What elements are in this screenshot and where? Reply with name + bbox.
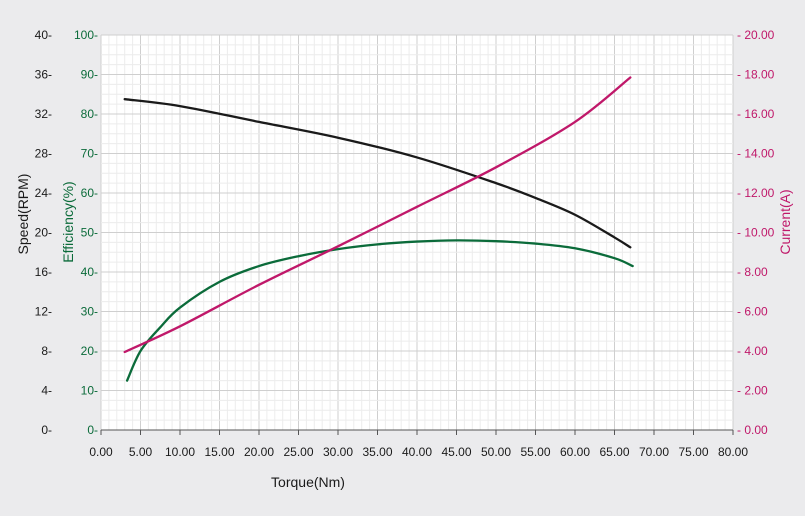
current-tick-label: - 10.00 — [737, 226, 775, 240]
x-tick-label: 65.00 — [599, 445, 629, 459]
x-tick-label: 75.00 — [678, 445, 708, 459]
speed-tick-label: 12- — [35, 305, 52, 319]
speed-tick-label: 40- — [35, 28, 52, 42]
grid — [100, 34, 734, 431]
current-tick-label: - 20.00 — [737, 28, 775, 42]
speed-tick-label: 32- — [35, 107, 52, 121]
current-tick-label: - 0.00 — [737, 423, 768, 437]
x-tick-label: 50.00 — [481, 445, 511, 459]
current-tick-label: - 12.00 — [737, 186, 775, 200]
x-tick-label: 30.00 — [323, 445, 353, 459]
speed-tick-label: 24- — [35, 186, 52, 200]
efficiency-tick-label: 50- — [81, 226, 98, 240]
speed-tick-label: 28- — [35, 147, 52, 161]
efficiency-tick-label: 80- — [81, 107, 98, 121]
efficiency-tick-label: 0- — [87, 423, 98, 437]
x-tick-label: 35.00 — [362, 445, 392, 459]
efficiency-tick-label: 20- — [81, 344, 98, 358]
speed-tick-label: 36- — [35, 68, 52, 82]
x-tick-label: 0.00 — [89, 445, 113, 459]
current-tick-label: - 14.00 — [737, 147, 775, 161]
x-tick-label: 10.00 — [165, 445, 195, 459]
speed-axis-title: Speed(RPM) — [15, 174, 31, 255]
speed-tick-label: 16- — [35, 265, 52, 279]
x-tick-label: 60.00 — [560, 445, 590, 459]
current-tick-label: - 4.00 — [737, 344, 768, 358]
ticks-layer: 0.00 5.00 10.00 15.00 20.00 25.00 30.00 35.00 40… — [35, 28, 775, 459]
x-axis-title: Torque(Nm) — [271, 474, 345, 490]
speed-tick-label: 8- — [41, 344, 52, 358]
x-tick-label: 40.00 — [402, 445, 432, 459]
efficiency-axis-title: Efficiency(%) — [60, 181, 76, 262]
efficiency-series-line — [125, 239, 634, 382]
speed-tick-label: 4- — [41, 384, 52, 398]
x-tick-label: 25.00 — [283, 445, 313, 459]
efficiency-tick-label: 70- — [81, 147, 98, 161]
x-tick-label: 45.00 — [441, 445, 471, 459]
efficiency-tick-label: 10- — [81, 384, 98, 398]
x-tick-label: 80.00 — [718, 445, 748, 459]
series-layer — [123, 76, 634, 382]
speed-tick-label: 20- — [35, 226, 52, 240]
x-tick-label: 55.00 — [520, 445, 550, 459]
x-tick-label: 5.00 — [129, 445, 153, 459]
current-series-line — [123, 76, 632, 354]
efficiency-tick-label: 30- — [81, 305, 98, 319]
speed-series-line — [123, 98, 632, 249]
current-axis-title: Current(A) — [777, 189, 793, 254]
x-tick-label: 20.00 — [244, 445, 274, 459]
current-tick-label: - 16.00 — [737, 107, 775, 121]
efficiency-tick-label: 40- — [81, 265, 98, 279]
x-tick-label: 70.00 — [639, 445, 669, 459]
efficiency-tick-label: 100- — [74, 28, 98, 42]
current-tick-label: - 8.00 — [737, 265, 768, 279]
current-tick-label: - 18.00 — [737, 68, 775, 82]
efficiency-tick-label: 60- — [81, 186, 98, 200]
speed-tick-label: 0- — [41, 423, 52, 437]
current-tick-label: - 2.00 — [737, 384, 768, 398]
current-tick-label: - 6.00 — [737, 305, 768, 319]
efficiency-tick-label: 90- — [81, 68, 98, 82]
x-tick-label: 15.00 — [204, 445, 234, 459]
